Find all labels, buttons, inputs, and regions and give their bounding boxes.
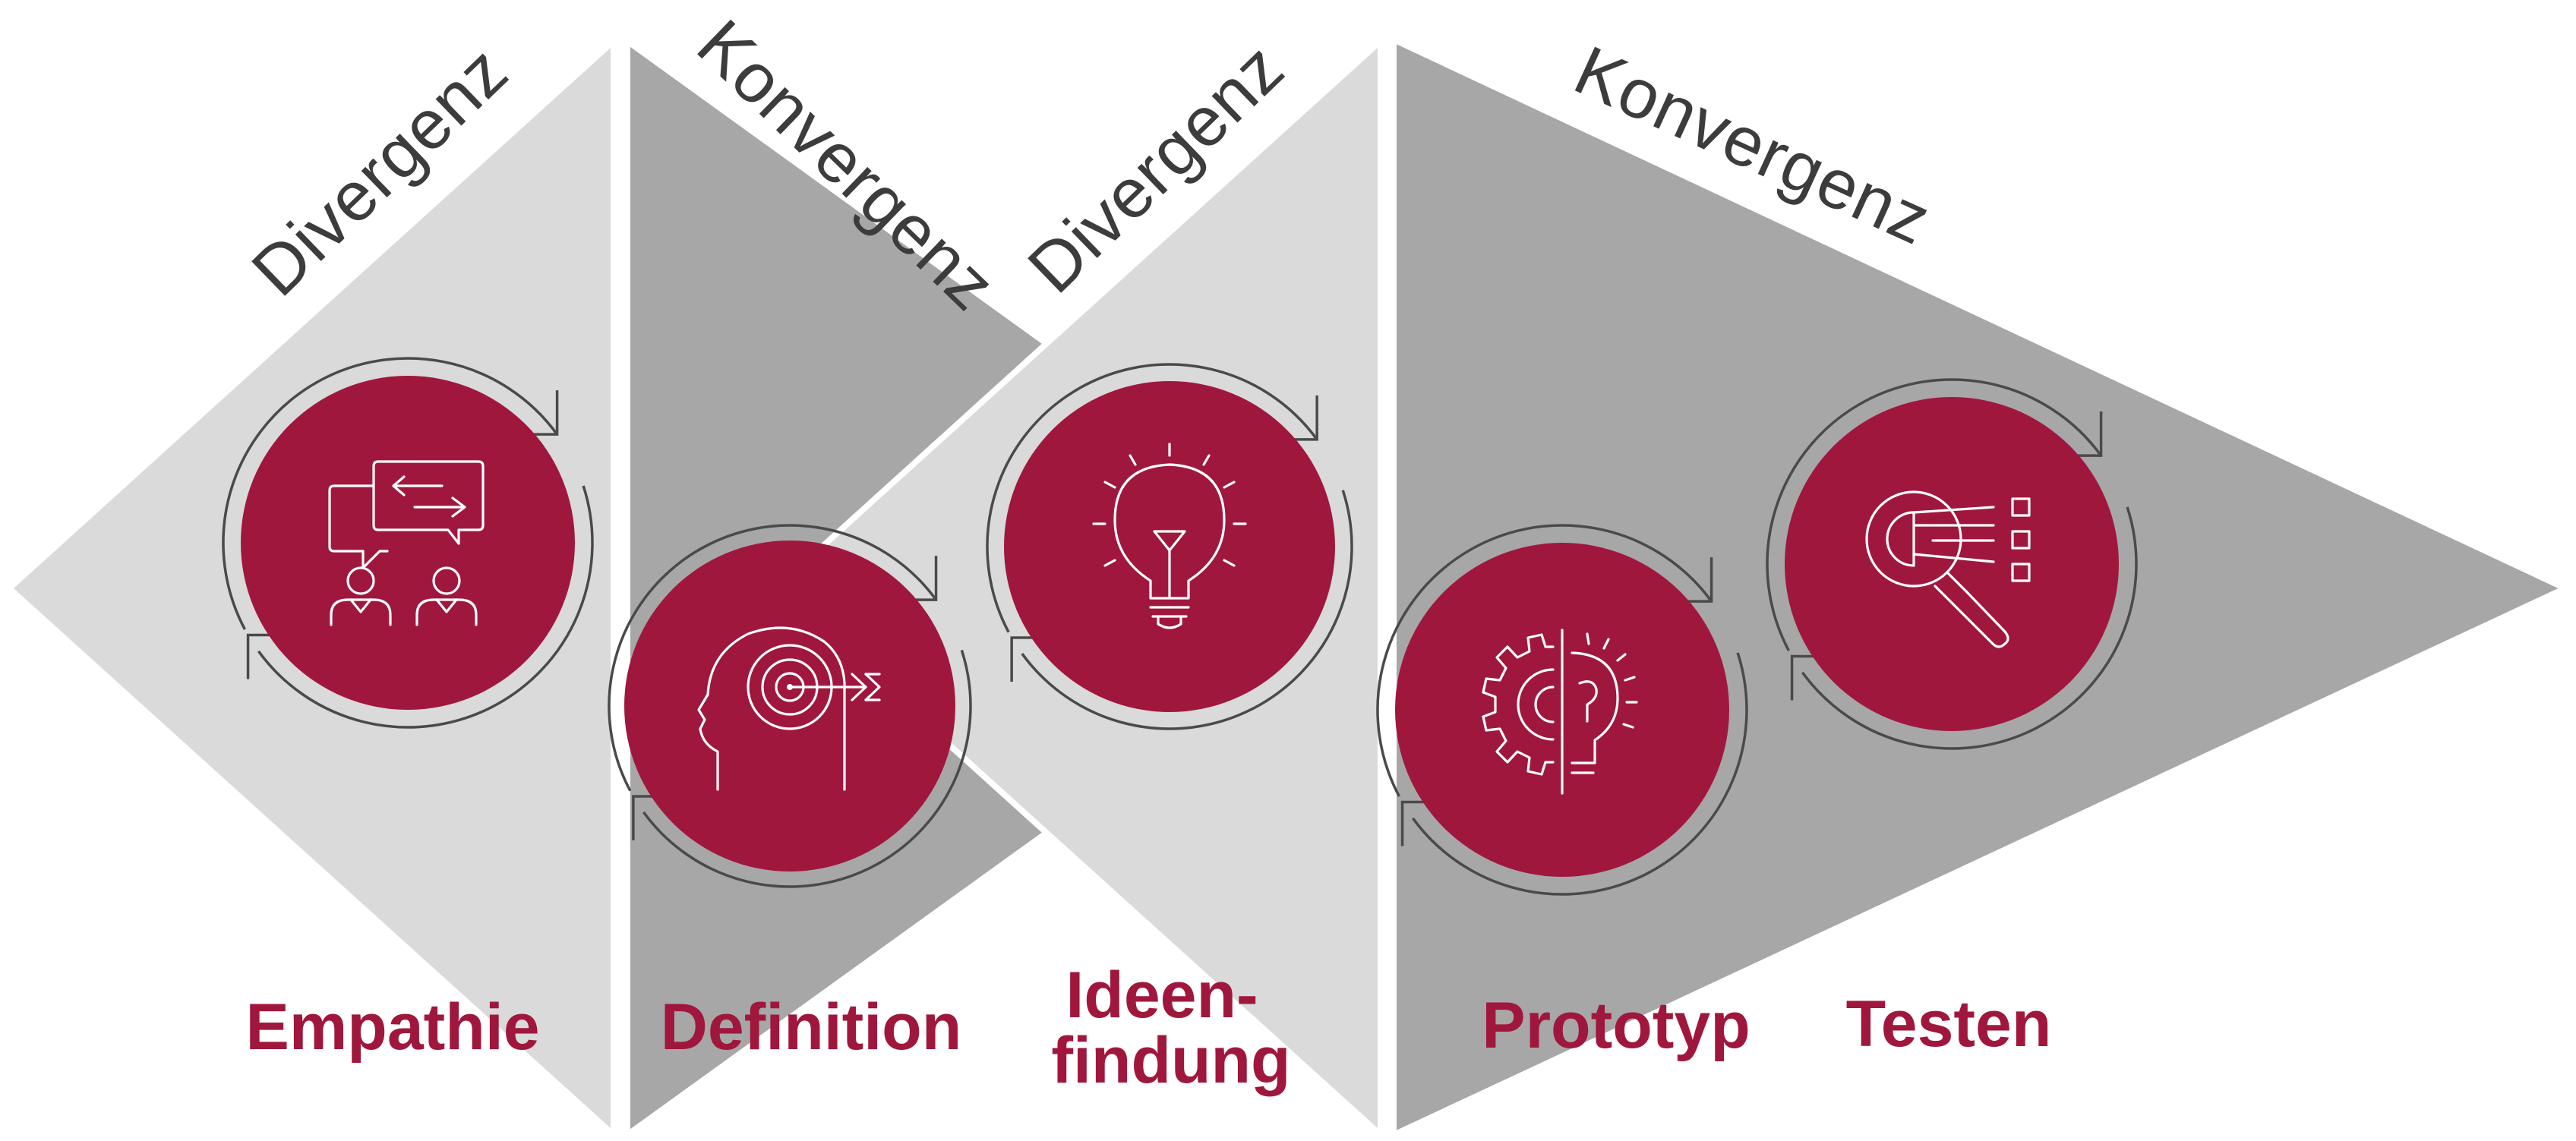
phase-label-empathie: Empathie — [245, 991, 539, 1064]
phase-definition — [608, 524, 972, 888]
phase-testen — [1766, 378, 2138, 750]
lightbulb-icon — [1092, 443, 1247, 629]
cycle-arc — [1411, 652, 1748, 896]
conversation-icon — [328, 460, 485, 626]
phase-label-definition: Definition — [661, 991, 962, 1064]
cycle-arc — [222, 357, 559, 630]
phase-labels: Empathie Definition Ideen- findung Proto… — [245, 959, 2051, 1097]
head-target-icon — [697, 626, 881, 791]
cycle-arc — [608, 524, 937, 792]
gear-bulb-icon — [1482, 629, 1638, 795]
phase-circle — [624, 541, 955, 872]
phase-prototyp — [1376, 524, 1748, 896]
phase-label-ideenfindung: Ideen- findung — [1051, 959, 1290, 1097]
phase-circle — [241, 376, 575, 710]
phase-ideenfindung — [986, 363, 1353, 730]
cycle-arc — [642, 649, 972, 888]
cycle-arc — [1376, 524, 1713, 797]
phase-label-testen: Testen — [1846, 988, 2052, 1061]
cycle-arc — [257, 485, 594, 729]
magnifier-checklist-icon — [1865, 490, 2031, 648]
phase-circle — [1785, 397, 2119, 731]
cycle-arc — [1801, 506, 2138, 750]
phase-label-prototyp: Prototyp — [1482, 989, 1750, 1062]
cycle-arc — [986, 363, 1318, 633]
phase-empathie — [222, 357, 594, 729]
phase-circle — [1004, 381, 1335, 712]
cycle-arc — [1021, 490, 1353, 730]
cycle-arc — [1766, 378, 2103, 651]
